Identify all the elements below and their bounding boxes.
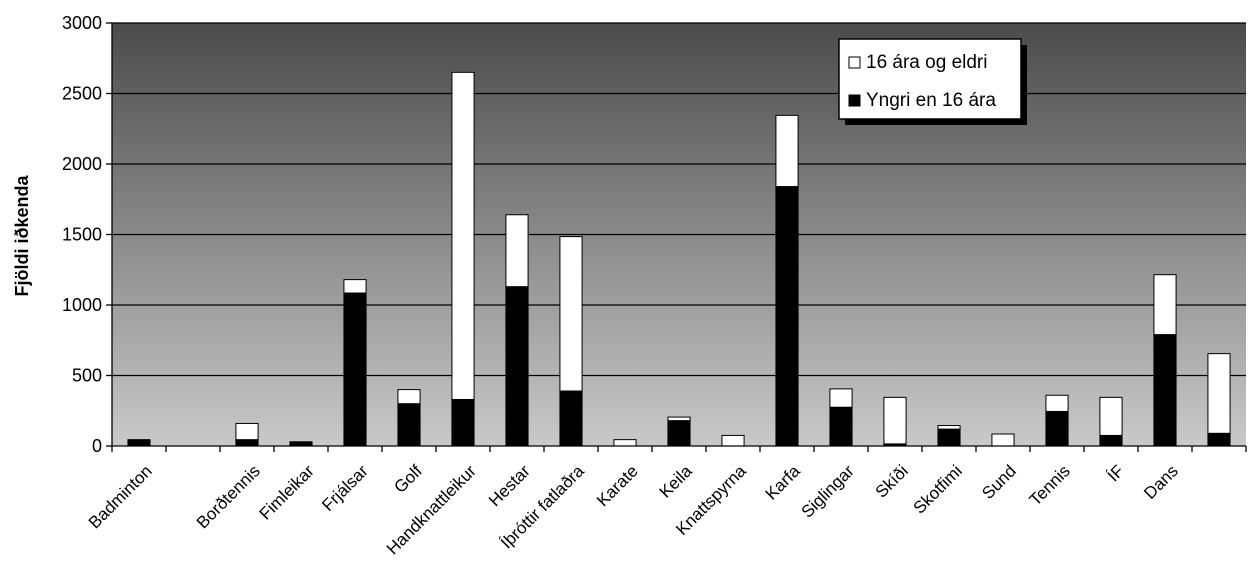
x-tick-label: Keila [656,461,697,502]
bar-16-og-eldri [775,114,799,188]
bar-16-og-eldri [991,433,1015,447]
bar-16-og-eldri [1045,394,1069,412]
axes [106,22,1247,452]
y-tick-label: 3000 [62,13,102,33]
bar-yngri-en-16 [451,398,475,447]
y-tick-label: 1000 [62,295,102,315]
bars [127,71,1231,447]
bar-16-og-eldri [667,416,691,422]
y-tick-label: 2500 [62,84,102,104]
bar-16-og-eldri [937,425,961,430]
y-tick-labels: 0 500 1000 1500 2000 2500 3000 [62,13,102,456]
x-tick-label: Dans [1140,461,1181,502]
bar-16-og-eldri [721,434,745,447]
bar-16-og-eldri [829,388,853,408]
x-tick-label: Karate [593,461,642,510]
legend-swatch-older [848,56,861,69]
y-tick-label: 1500 [62,225,102,245]
bar-16-og-eldri [397,389,421,405]
x-tick-label: Borðtennis [193,461,264,532]
bar-16-og-eldri [451,71,475,400]
bar-yngri-en-16 [829,406,853,447]
bar-yngri-en-16 [343,292,367,447]
bar-16-og-eldri [559,236,583,392]
x-tick-label: Skotfimi [910,461,966,517]
legend-label-older: 16 ára og eldri [866,52,987,73]
bar-yngri-en-16 [505,286,529,447]
x-tick-label: ÍF [1104,461,1128,485]
x-tick-label: Sund [978,461,1020,503]
bar-16-og-eldri [235,422,259,441]
x-tick-label: Hestar [485,461,534,510]
bar-yngri-en-16 [937,428,961,447]
bar-yngri-en-16 [127,439,151,447]
bar-yngri-en-16 [397,403,421,447]
bar-yngri-en-16 [235,439,259,447]
bar-yngri-en-16 [1207,432,1231,447]
legend-box [838,38,1022,120]
bar-yngri-en-16 [1153,334,1177,447]
x-tick-label: Karfa [762,461,805,504]
gridlines [112,22,1246,377]
x-tick-label: Tennis [1026,461,1074,509]
x-tick-label: Siglingar [798,461,858,521]
x-tick-label: Badminton [85,461,156,532]
bar-yngri-en-16 [1099,434,1123,447]
bar-16-og-eldri [613,439,637,447]
legend-swatch-younger [848,94,861,107]
y-axis-label: Fjöldi iðkenda [12,175,32,297]
bar-16-og-eldri [883,396,907,445]
x-tick-label: Golf [390,461,426,497]
y-tick-label: 0 [92,436,102,456]
bar-16-og-eldri [505,214,529,288]
legend-label-younger: Yngri en 16 ára [866,90,996,111]
bar-yngri-en-16 [1045,410,1069,447]
x-tick-label: Frjálsar [318,461,372,515]
bar-yngri-en-16 [667,420,691,447]
bar-16-og-eldri [1207,353,1231,434]
x-tick-label: Skíði [872,461,912,501]
bar-16-og-eldri [1099,396,1123,436]
y-tick-label: 500 [72,366,102,386]
bar-yngri-en-16 [775,186,799,447]
bar-16-og-eldri [1153,274,1177,336]
y-tick-label: 2000 [62,154,102,174]
bar-16-og-eldri [343,279,367,294]
legend: 16 ára og eldri Yngri en 16 ára [838,38,1027,125]
x-tick-label: Fimleikar [256,461,318,523]
bar-yngri-en-16 [559,390,583,447]
